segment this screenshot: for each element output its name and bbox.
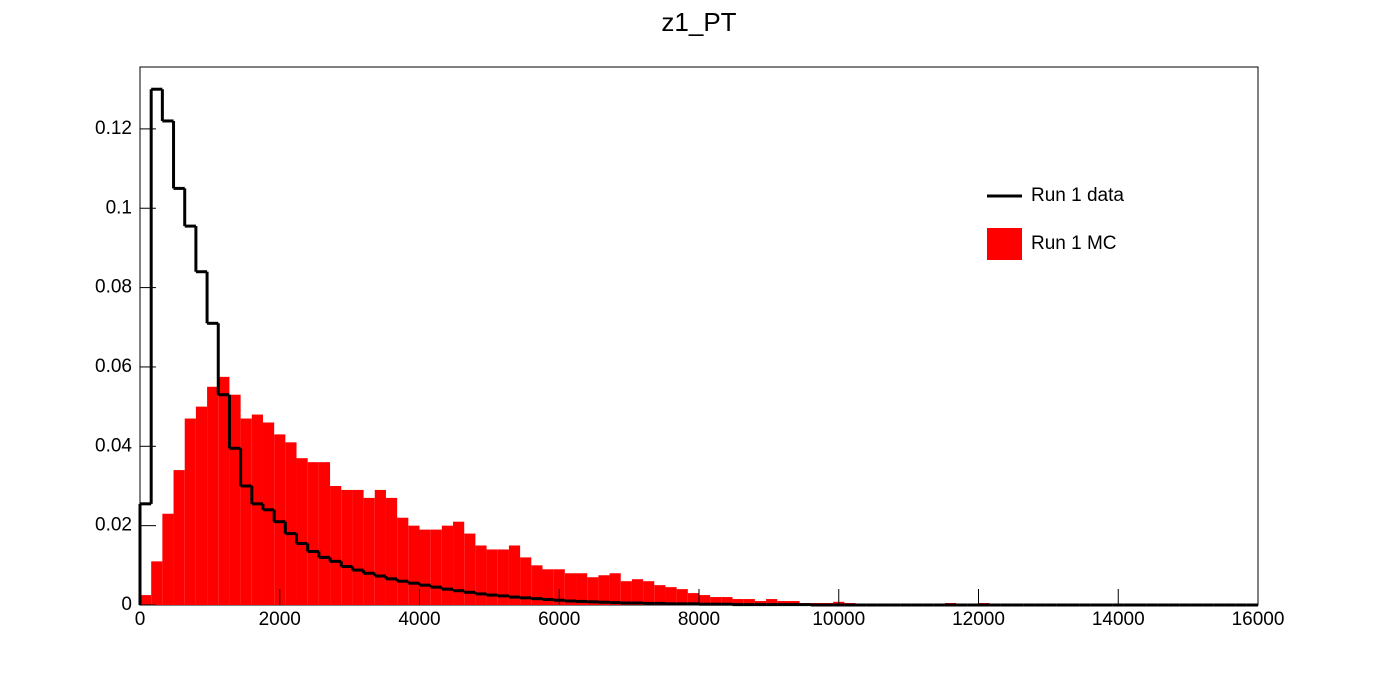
histogram-bar	[564, 573, 577, 605]
histogram-bar	[631, 579, 644, 605]
histogram-bar	[374, 489, 386, 605]
histogram-bar	[352, 489, 364, 605]
y-tick-label: 0	[121, 594, 132, 615]
histogram-bar	[777, 601, 789, 605]
histogram-bar	[240, 418, 252, 605]
histogram-bar	[732, 599, 744, 605]
histogram-bar	[262, 422, 275, 605]
y-tick-label: 0.06	[95, 356, 132, 377]
histogram-bar	[542, 569, 554, 605]
histogram-bar	[151, 561, 163, 605]
histogram-bar	[475, 545, 487, 605]
histogram-bar	[464, 533, 476, 605]
x-tick-label: 12000	[952, 609, 1005, 630]
histogram-bar	[453, 521, 465, 605]
histogram-bar	[207, 386, 219, 605]
histogram-bar	[162, 513, 174, 605]
y-tick-label: 0.04	[95, 435, 132, 456]
histogram-bar	[788, 601, 800, 605]
histogram-bar	[643, 581, 655, 605]
histogram-bar	[766, 599, 778, 605]
histogram-bar	[307, 462, 319, 605]
histogram-bar	[620, 581, 632, 605]
histogram-bar	[296, 458, 308, 605]
x-tick-label: 14000	[1092, 609, 1145, 630]
histogram-bar	[184, 418, 196, 605]
histogram-bar	[195, 406, 208, 605]
x-tick-label: 4000	[398, 609, 440, 630]
histogram-bar	[520, 557, 532, 605]
histogram-bar	[721, 597, 733, 605]
histogram-bar	[699, 595, 711, 605]
histogram-bar	[285, 442, 297, 605]
histogram-bar	[598, 575, 610, 605]
histogram-bar	[654, 585, 666, 605]
x-tick-label: 10000	[812, 609, 865, 630]
legend-swatch	[987, 228, 1022, 260]
histogram-bar	[430, 529, 442, 605]
histogram-bar	[330, 485, 342, 605]
x-tick-label: 6000	[538, 609, 580, 630]
histogram-bar	[385, 497, 398, 605]
histogram-bar	[173, 470, 185, 605]
x-tick-label: 2000	[259, 609, 301, 630]
legend-label: Run 1 MC	[1031, 233, 1117, 254]
histogram-bar	[508, 545, 521, 605]
histogram-bar	[665, 587, 677, 605]
histogram-bar	[676, 589, 688, 605]
histogram-bar	[251, 414, 263, 605]
histogram-bar	[553, 569, 565, 605]
histogram-bar	[363, 497, 375, 605]
legend-label: Run 1 data	[1031, 185, 1124, 206]
histogram-bar	[397, 517, 409, 605]
histogram-bar	[229, 394, 241, 605]
histogram-bar	[497, 549, 509, 605]
y-tick-label: 0.08	[95, 277, 132, 298]
histogram-bar	[341, 489, 353, 605]
y-tick-label: 0.1	[106, 197, 132, 218]
histogram-bar	[587, 577, 599, 605]
y-tick-label: 0.12	[95, 118, 132, 139]
histogram-bar	[754, 601, 767, 605]
histogram-bar	[576, 573, 588, 605]
histogram-bar	[687, 593, 699, 605]
histogram-bar	[531, 565, 543, 605]
histogram-bar	[408, 525, 420, 605]
histogram-bar	[140, 595, 152, 605]
histogram-bar	[274, 434, 286, 605]
histogram-bar	[318, 462, 331, 605]
x-tick-label: 8000	[678, 609, 720, 630]
x-tick-label: 16000	[1232, 609, 1285, 630]
histogram-bar	[218, 376, 230, 605]
x-tick-label: 0	[135, 609, 146, 630]
chart-title: z1_PT	[661, 7, 736, 37]
y-tick-label: 0.02	[95, 515, 132, 536]
histogram-bar	[486, 549, 498, 605]
histogram-bar	[710, 597, 722, 605]
histogram-bar	[441, 525, 454, 605]
histogram-bar	[609, 573, 621, 605]
histogram-bar	[419, 529, 431, 605]
histogram-bar	[743, 599, 755, 605]
